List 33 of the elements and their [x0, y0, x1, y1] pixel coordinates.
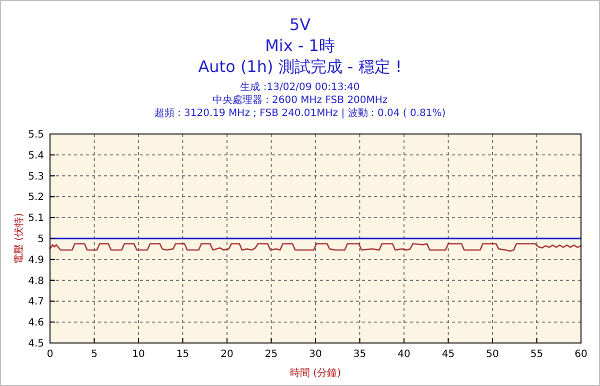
- x-tick-label: 60: [574, 349, 588, 360]
- text: 中央處理器 : 2600 MHz FSB 200MHz: [212, 94, 388, 106]
- y-tick-label: 5.3: [28, 171, 44, 182]
- y-tick-label: 5.5: [28, 130, 44, 140]
- x-tick-label: 0: [46, 349, 54, 360]
- y-tick-label: 5: [38, 234, 44, 245]
- y-tick-label: 4.7: [28, 296, 44, 308]
- x-tick-label: 20: [220, 349, 234, 360]
- text: Auto (1h) 測試完成 - 穩定 !: [198, 57, 402, 76]
- y-tick-label: 4.5: [28, 338, 44, 350]
- x-axis-title: 時間 (分鐘): [290, 367, 342, 379]
- x-tick-label: 15: [176, 349, 190, 360]
- x-tick-label: 30: [309, 349, 322, 360]
- x-tick-label: 35: [353, 349, 366, 360]
- y-tick-label: 5.2: [28, 192, 44, 204]
- y-tick-label: 5.4: [28, 150, 44, 162]
- y-tick-label: 4.8: [28, 276, 44, 287]
- x-tick-label: 55: [530, 349, 544, 360]
- y-tick-label: 4.9: [28, 254, 44, 266]
- y-axis-title: 電壓 (伏特): [13, 212, 25, 264]
- line-series: [49, 243, 582, 252]
- x-tick-label: 25: [264, 349, 278, 360]
- chart-subtitle: Mix - 1時: [265, 36, 335, 55]
- x-tick-label: 45: [442, 349, 455, 360]
- x-tick-label: 40: [398, 349, 410, 360]
- text: 超頻 : 3120.19 MHz ; FSB 240.01MHz | 波動 : 0.04 ( 0.81%): [154, 107, 446, 119]
- chart-title: 5V: [289, 15, 311, 34]
- text: 生成 :13/02/09 00:13:40: [240, 81, 360, 93]
- x-tick-label: 5: [91, 349, 98, 360]
- x-tick-label: 10: [132, 349, 145, 360]
- y-tick-label: 5.1: [28, 213, 44, 224]
- x-tick-label: 50: [486, 349, 499, 360]
- y-tick-label: 4.6: [28, 318, 44, 329]
